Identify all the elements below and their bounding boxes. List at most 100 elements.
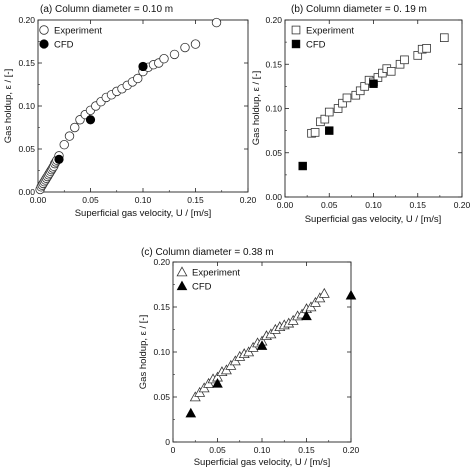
legend-marker (291, 25, 301, 35)
series-experiment (35, 17, 222, 195)
data-point (85, 115, 96, 125)
data-point (345, 289, 357, 300)
data-point (169, 49, 180, 60)
data-point (59, 139, 69, 150)
x-tick-label: 0.15 (298, 445, 315, 455)
y-tick-label: 0.20 (153, 257, 170, 267)
data-point (190, 39, 201, 49)
y-tick-label: 0.10 (265, 104, 282, 114)
data-point (422, 44, 431, 53)
data-point (70, 122, 80, 133)
y-tick-label: 0.00 (265, 192, 282, 202)
y-tick-label: 0.05 (18, 144, 35, 154)
y-axis-label: Gas holdup, ε / [-] (251, 71, 262, 145)
data-point (159, 54, 169, 64)
data-point (324, 107, 334, 117)
y-tick-label: 0.15 (153, 302, 170, 312)
x-tick-label: 0.15 (409, 200, 426, 210)
x-tick-label: 0 (171, 445, 176, 455)
series-experiment (189, 287, 330, 402)
series-experiment (307, 33, 449, 138)
data-point (342, 93, 352, 103)
x-axis-label: Superficial gas velocity, U / [m/s] (75, 208, 212, 219)
x-tick-label: 0.20 (240, 195, 257, 205)
y-tick-label: 0 (165, 437, 170, 447)
data-point (180, 42, 190, 53)
legend-marker (176, 280, 188, 291)
y-tick-label: 0.20 (265, 15, 282, 25)
y-tick-label: 0.10 (153, 347, 170, 357)
data-point (439, 33, 449, 42)
series-cfd (54, 61, 148, 164)
y-tick-label: 0.15 (265, 59, 282, 69)
data-point (333, 104, 343, 113)
data-point (256, 340, 268, 350)
data-point (54, 154, 64, 164)
data-point (318, 287, 330, 298)
legend-label: CFD (192, 282, 212, 293)
data-point (373, 73, 383, 82)
y-tick-label: 0.05 (265, 148, 282, 158)
legend-label: CFD (306, 40, 326, 51)
legend-marker (176, 266, 188, 277)
data-point (338, 98, 347, 108)
y-tick-label: 0.15 (18, 58, 35, 68)
y-tick-label: 0.00 (18, 187, 35, 197)
data-point (395, 59, 405, 69)
data-point (325, 126, 334, 135)
y-axis-label: Gas holdup, ε / [-] (3, 69, 14, 143)
data-point (212, 378, 223, 388)
x-tick-label: 0.05 (82, 195, 99, 205)
data-point (310, 128, 320, 137)
legend-marker (39, 25, 49, 35)
x-tick-label: 0.20 (343, 445, 360, 455)
data-point (400, 55, 409, 65)
y-tick-label: 0.20 (18, 15, 35, 25)
y-tick-label: 0.10 (18, 101, 35, 111)
series-cfd (185, 289, 357, 418)
legend: Experiment CFD (39, 25, 102, 51)
x-axis-label: Superficial gas velocity, U / [m/s] (305, 214, 442, 225)
chart-title: (c) Column diameter = 0.38 m (141, 247, 274, 258)
data-point (133, 73, 143, 84)
x-tick-label: 0.10 (135, 195, 152, 205)
chart-panel-1: 0.00 0.05 0.10 0.15 0.20 0.00 0.05 0.10 0.15 0.20… (3, 4, 257, 219)
data-point (298, 161, 307, 171)
data-point (360, 82, 369, 91)
data-point (320, 114, 330, 124)
legend-marker (291, 39, 301, 49)
x-axis-label: Superficial gas velocity, U / [m/s] (194, 457, 331, 468)
y-axis-label: Gas holdup, ε / [-] (138, 315, 149, 389)
x-tick-label: 0.05 (321, 200, 338, 210)
data-point (138, 61, 148, 72)
x-tick-label: 0.20 (454, 200, 471, 210)
legend-label: CFD (54, 40, 74, 51)
series-cfd (298, 79, 378, 171)
data-point (369, 79, 378, 88)
legend-label: Experiment (306, 26, 354, 37)
legend: Experiment CFD (176, 266, 240, 293)
legend: Experiment CFD (291, 25, 354, 51)
data-point (211, 17, 222, 28)
chart-title: (b) Column diameter = 0. 19 m (291, 4, 427, 15)
x-tick-label: 0.10 (254, 445, 271, 455)
x-tick-label: 0.15 (187, 195, 204, 205)
chart-title: (a) Column diameter = 0.10 m (40, 4, 173, 15)
legend-label: Experiment (192, 268, 240, 279)
data-point (386, 67, 396, 76)
y-tick-label: 0.05 (153, 392, 170, 402)
legend-marker (39, 39, 49, 49)
data-point (355, 86, 365, 96)
x-tick-label: 0.00 (30, 195, 47, 205)
data-point (413, 51, 423, 60)
chart-panel-2: 0.00 0.05 0.10 0.15 0.20 0.00 0.05 0.10 0.15 0.20… (251, 4, 471, 225)
x-tick-label: 0.10 (365, 200, 382, 210)
data-point (351, 90, 361, 100)
x-tick-label: 0.05 (209, 445, 226, 455)
data-point (301, 310, 312, 321)
legend-label: Experiment (54, 26, 102, 37)
data-point (64, 131, 75, 141)
data-point (185, 407, 197, 418)
